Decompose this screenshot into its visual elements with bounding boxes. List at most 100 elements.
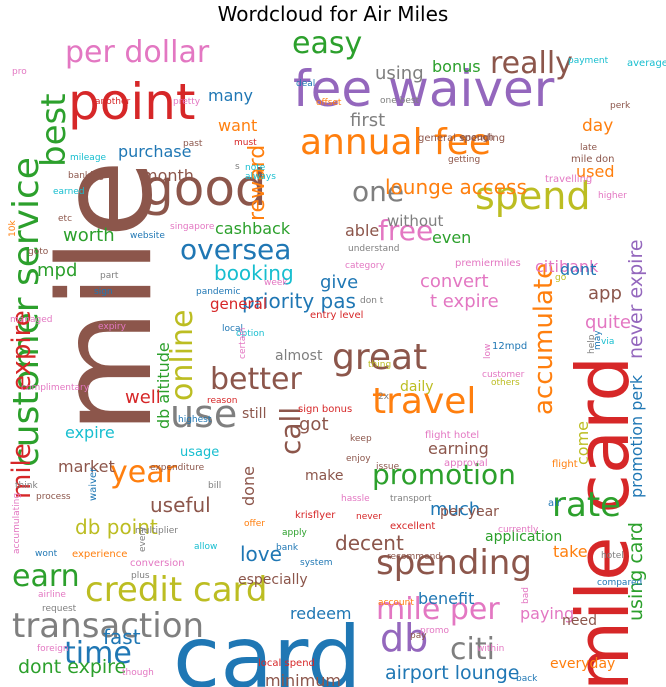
word-waiver: waiver	[88, 467, 99, 501]
word-one-best: one best	[380, 96, 420, 106]
word-year: year	[110, 455, 178, 490]
word-one: one	[352, 175, 404, 208]
word-mpd: mpd	[37, 260, 77, 281]
word-usage: usage	[180, 445, 219, 460]
word-better: better	[210, 362, 302, 397]
word-online: online	[165, 309, 200, 401]
word-rate: rate	[552, 485, 621, 525]
word-don-t: don t	[360, 296, 384, 306]
word-everyday: everyday	[550, 656, 615, 672]
word-db: db	[380, 616, 428, 660]
word-perk: perk	[610, 101, 631, 111]
word-great: great	[332, 337, 427, 378]
word-general-spending: general spending	[418, 133, 505, 144]
word-used: used	[576, 162, 614, 181]
wordcloud-area: mile card mile card fee waiver point good spen…	[0, 29, 666, 687]
word-customer: customer	[482, 370, 525, 380]
word-best: best	[34, 93, 74, 167]
word-good: good	[142, 159, 267, 217]
word-especially: especially	[238, 572, 308, 588]
word-db-altitude: db altitude	[154, 342, 173, 429]
word-website: website	[130, 231, 165, 241]
word-credit-card: credit card	[85, 570, 268, 610]
word-travel: travel	[372, 381, 476, 422]
word-airport-lounge: airport lounge	[385, 662, 519, 684]
word-decent: decent	[335, 531, 404, 555]
word-past: past	[183, 139, 203, 149]
word-mile-per: mile per	[376, 592, 500, 627]
word-give: give	[320, 272, 358, 293]
word-complimentary: complimentary	[21, 383, 90, 393]
word-reward: reward	[245, 145, 270, 221]
word-citibank: citibank	[535, 257, 599, 276]
word-accumulating: accumulating	[12, 493, 22, 554]
word-promo: promo	[420, 626, 449, 636]
word-need: need	[562, 613, 597, 629]
word-bad: bad	[521, 587, 531, 604]
word-purchase: purchase	[118, 142, 191, 161]
word-every: every	[138, 526, 148, 552]
word-spending: spending	[376, 543, 532, 583]
word-back: back	[516, 674, 538, 684]
word-sign: sign	[94, 287, 113, 297]
word-note: note	[245, 163, 266, 173]
word-etc: etc	[58, 214, 72, 224]
word-expiry: expiry	[98, 322, 127, 332]
word-singapore: singapore	[170, 222, 215, 232]
word-take: take	[553, 542, 588, 561]
word-local: local	[222, 324, 243, 334]
word-mile-card: mile card	[561, 356, 645, 687]
word-deal: deal	[296, 79, 315, 89]
word-using-card: using card	[625, 522, 647, 621]
word-others: others	[491, 378, 520, 388]
word-week: week	[264, 278, 288, 288]
word-offer: offer	[244, 519, 265, 529]
word-well: well	[125, 387, 161, 408]
word-application: application	[485, 529, 562, 545]
word-managed: managed	[10, 315, 52, 325]
word-air: air	[548, 498, 562, 509]
word-use: use	[170, 392, 237, 436]
word-expire: expire	[65, 423, 115, 442]
word-10k: 10k	[8, 220, 18, 237]
word-benefit: benefit	[418, 589, 474, 608]
word-call: call	[274, 407, 307, 455]
word-citi: citi	[450, 632, 495, 667]
word-dont: dont	[560, 260, 596, 279]
word-process: process	[36, 492, 71, 502]
word-pandemic: pandemic	[196, 287, 240, 297]
word-per-year: per year	[440, 504, 499, 520]
word-mile-don: mile don	[571, 154, 614, 165]
word-bonus: bonus	[432, 57, 481, 76]
word-easy: easy	[292, 29, 362, 61]
word-airline: airline	[38, 590, 66, 600]
word-reason: reason	[207, 396, 237, 406]
word-want: want	[218, 116, 257, 135]
word-per-dollar: per dollar	[65, 35, 210, 70]
word-bank: bank	[276, 543, 299, 553]
word-almost: almost	[275, 348, 323, 364]
word-may: may	[593, 330, 603, 350]
word-keep: keep	[350, 434, 372, 444]
word-within: within	[477, 644, 504, 654]
word-lounge-access: lounge access	[385, 175, 527, 199]
word-fee-waiver: fee waiver	[293, 60, 555, 118]
word-allow: allow	[194, 542, 217, 552]
word-entry-level: entry level	[310, 310, 363, 321]
word-must: must	[234, 138, 257, 148]
word-promotion-perk: promotion perk	[627, 374, 646, 498]
word-plus: plus	[131, 571, 150, 581]
word-got: got	[299, 414, 329, 435]
word-love: love	[240, 542, 282, 566]
word-via: via	[601, 337, 614, 347]
word-local-spend: local spend	[258, 658, 315, 669]
word-never-expire: never expire	[625, 239, 647, 359]
word-spend: spend	[475, 174, 591, 218]
word-2x: 2x	[378, 392, 390, 402]
word-wont: wont	[35, 549, 58, 559]
word-useful: useful	[150, 493, 211, 517]
word-oversea: oversea	[180, 233, 291, 266]
word-excellent: excellent	[390, 521, 435, 532]
word-db-point: db point	[75, 515, 158, 539]
word-earning: earning	[428, 439, 489, 458]
